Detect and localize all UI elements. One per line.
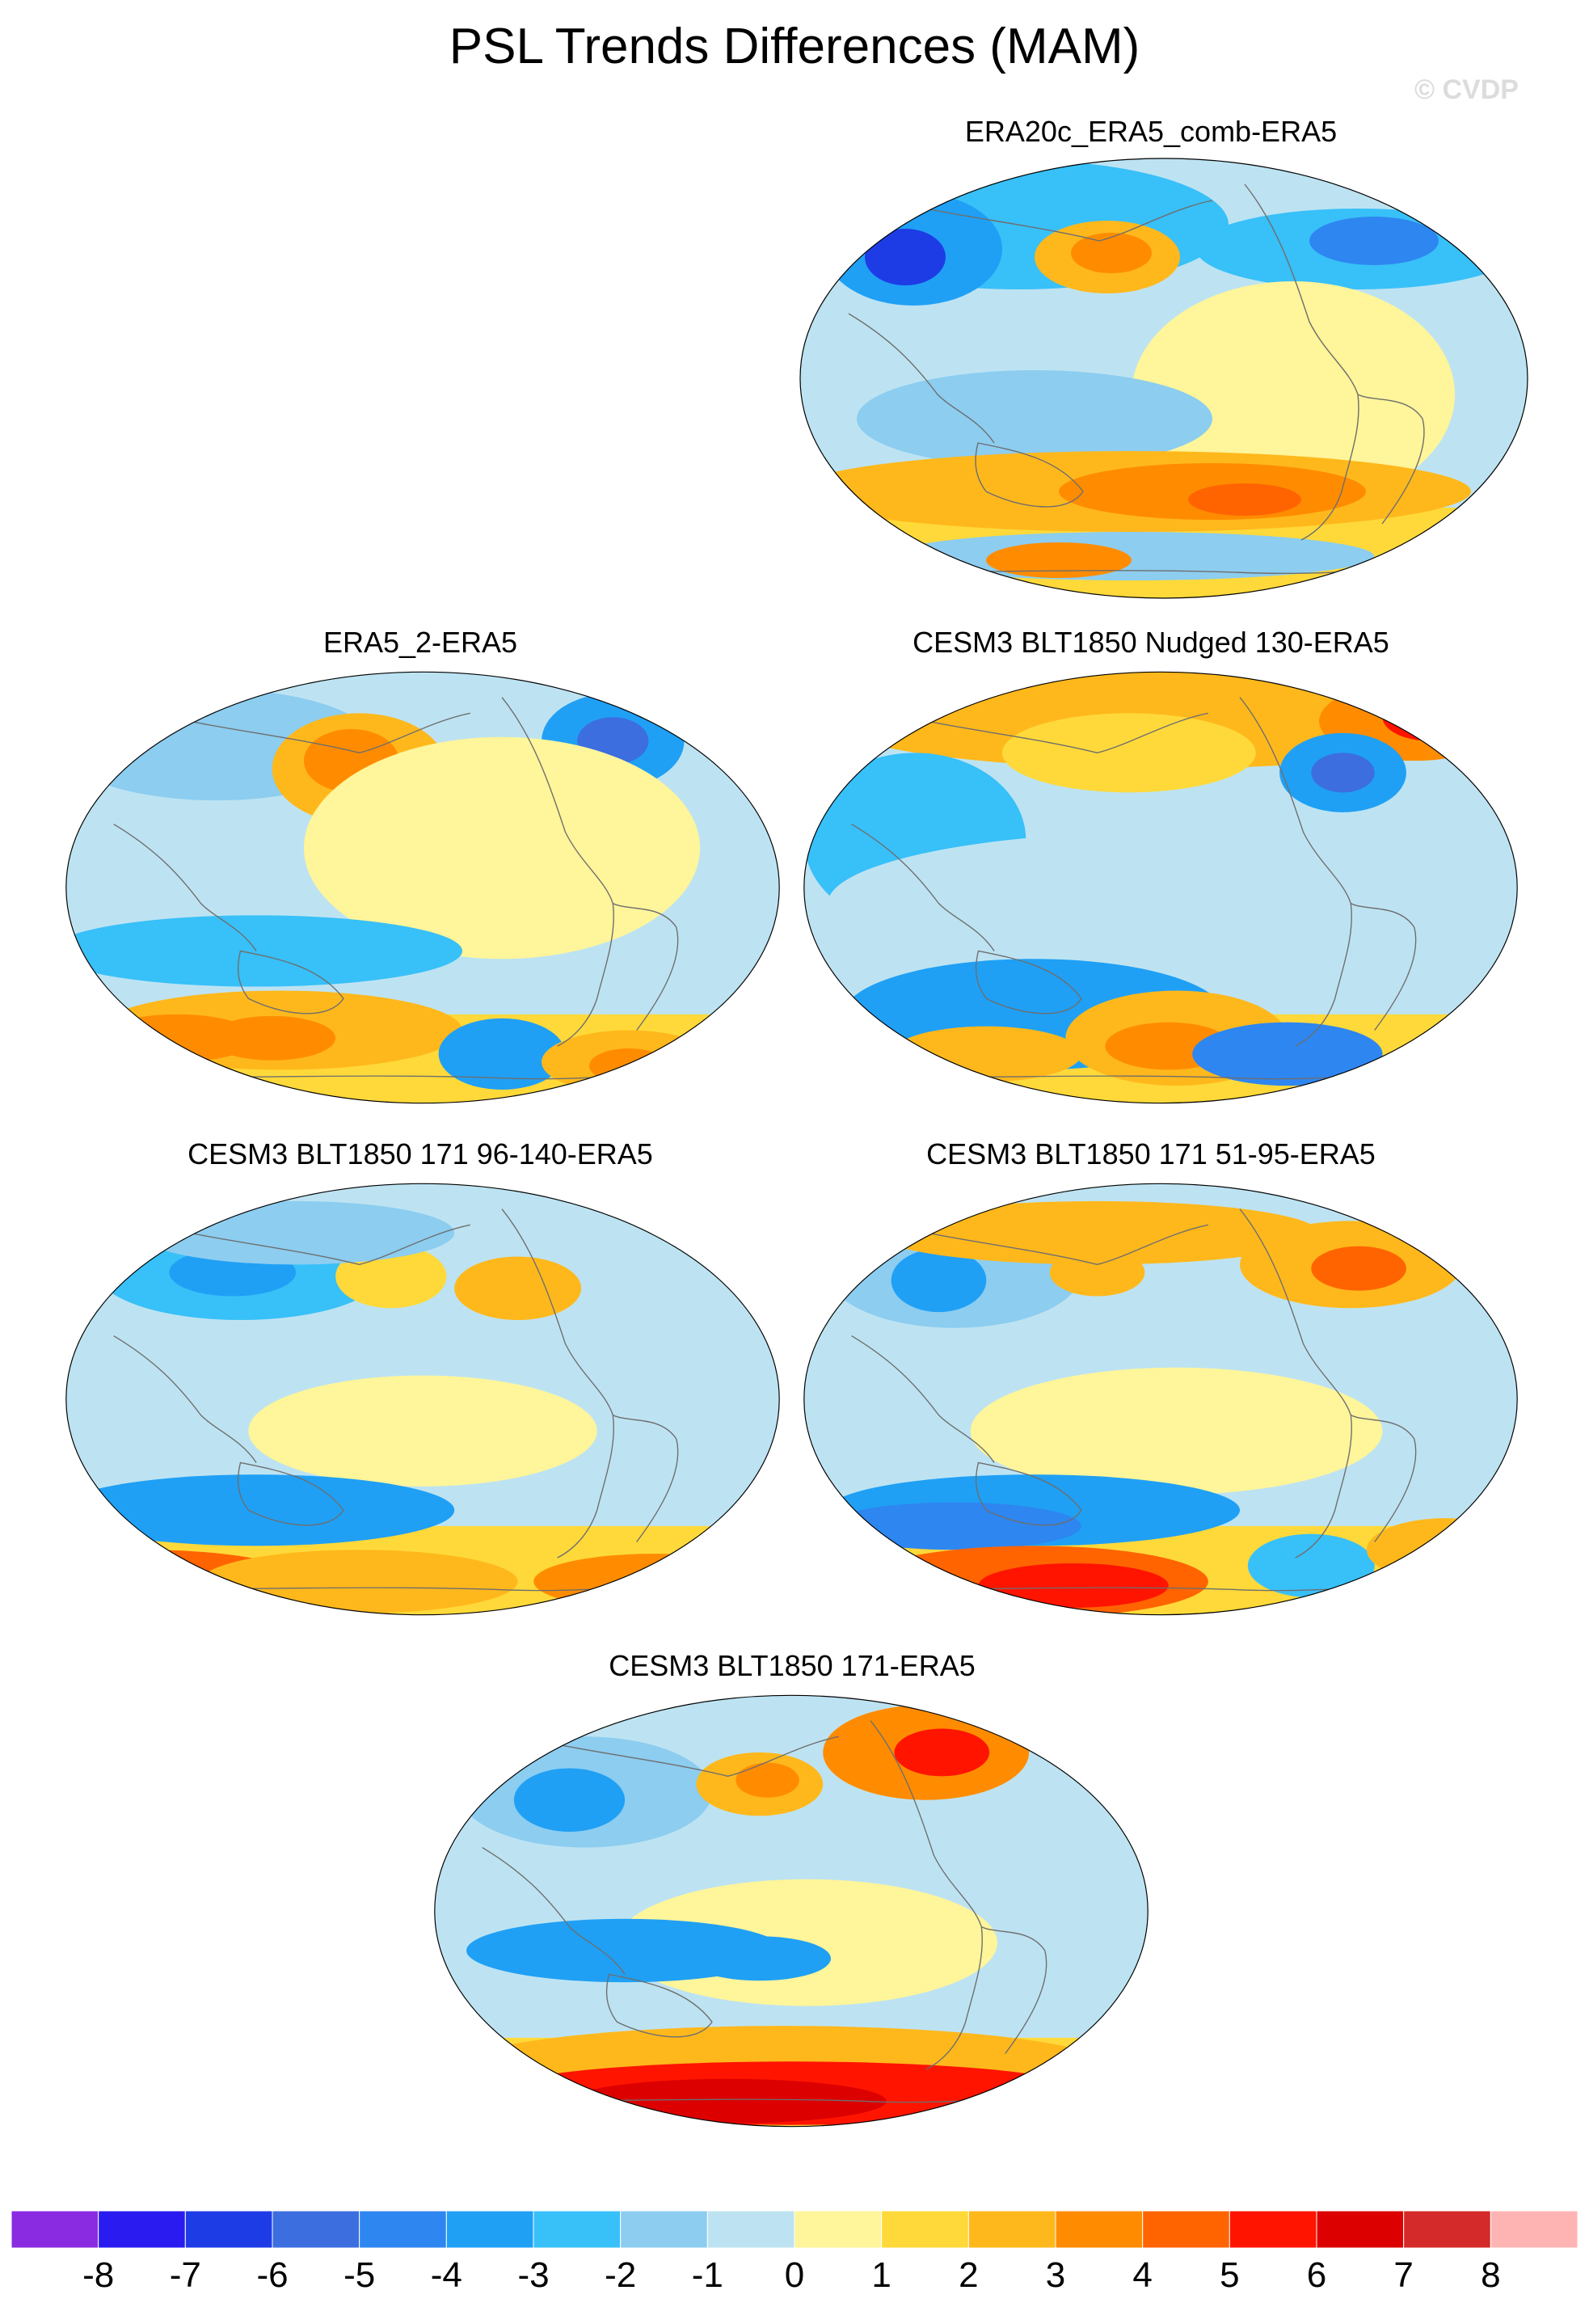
colorbar-swatch: [967, 2211, 1056, 2248]
colorbar-swatch: [881, 2211, 969, 2248]
colorbar-swatch: [794, 2211, 883, 2248]
colorbar-swatch: [98, 2211, 186, 2248]
colorbar-tick-label: -7: [169, 2255, 201, 2295]
panel-title-2: ERA5_2-ERA5: [322, 626, 518, 659]
colorbar-tick-label: 0: [784, 2255, 805, 2295]
map-panel-6: [434, 1694, 1149, 2128]
colorbar-tick-label: 1: [871, 2255, 891, 2295]
colorbar-swatch: [1055, 2211, 1144, 2248]
map-panel-3: [803, 671, 1518, 1104]
colorbar-tick-label: -8: [82, 2255, 115, 2295]
colorbar-labels: -8 -7 -6 -5 -4 -3 -2 -1 0 1 2 3 4 5 6 7 8: [11, 2255, 1578, 2304]
coastlines: [848, 183, 1464, 575]
colorbar-swatch: [1142, 2211, 1230, 2248]
colorbar-tick-label: 6: [1306, 2255, 1327, 2295]
colorbar-tick-label: 5: [1220, 2255, 1240, 2295]
psl-field: [65, 1183, 780, 1615]
colorbar-swatch: [533, 2211, 622, 2248]
colorbar-tick-label: -1: [691, 2255, 723, 2295]
figure-title: PSL Trends Differences (MAM): [449, 19, 1140, 74]
psl-field: [803, 1183, 1518, 1615]
map-panel-1: [799, 158, 1528, 599]
psl-field: [803, 672, 1518, 1103]
colorbar-swatch: [445, 2211, 534, 2248]
colorbar-tick-label: 4: [1132, 2255, 1153, 2295]
panel-title-6: CESM3 BLT1850 171-ERA5: [609, 1649, 976, 1682]
colorbar-swatch: [1229, 2211, 1317, 2248]
cvdp-watermark: © CVDP: [1414, 74, 1519, 105]
colorbar-swatch: [272, 2211, 360, 2248]
colorbar-swatch: [620, 2211, 708, 2248]
colorbar-tick-label: -4: [430, 2255, 462, 2295]
colorbar-swatch: [706, 2211, 795, 2248]
colorbar-swatch: [1316, 2211, 1405, 2248]
psl-field: [434, 1695, 1149, 2127]
colorbar-tick-label: -3: [517, 2255, 550, 2295]
colorbar: [11, 2211, 1578, 2248]
colorbar-swatch: [359, 2211, 447, 2248]
colorbar-tick-label: 3: [1045, 2255, 1066, 2295]
colorbar-swatch: [11, 2211, 99, 2248]
colorbar-tick-label: 2: [959, 2255, 979, 2295]
colorbar-tick-label: -6: [256, 2255, 289, 2295]
colorbar-tick-label: 7: [1393, 2255, 1414, 2295]
map-panel-5: [803, 1183, 1518, 1616]
colorbar-swatch: [1490, 2211, 1578, 2248]
colorbar-swatch: [184, 2211, 273, 2248]
panel-title-4: CESM3 BLT1850 171 96-140-ERA5: [188, 1137, 653, 1170]
panel-title-3: CESM3 BLT1850 Nudged 130-ERA5: [913, 626, 1389, 659]
colorbar-tick-label: -2: [605, 2255, 637, 2295]
colorbar-tick-label: 8: [1481, 2255, 1501, 2295]
colorbar-tick-label: -5: [344, 2255, 376, 2295]
psl-field: [65, 672, 780, 1103]
panel-title-5: CESM3 BLT1850 171 51-95-ERA5: [926, 1137, 1376, 1170]
colorbar-swatch: [1403, 2211, 1491, 2248]
panel-title-1: ERA20c_ERA5_comb-ERA5: [964, 115, 1338, 148]
coastlines: [113, 697, 716, 1080]
map-panel-2: [65, 671, 780, 1104]
psl-field: [800, 158, 1528, 598]
map-panel-4: [65, 1183, 780, 1616]
